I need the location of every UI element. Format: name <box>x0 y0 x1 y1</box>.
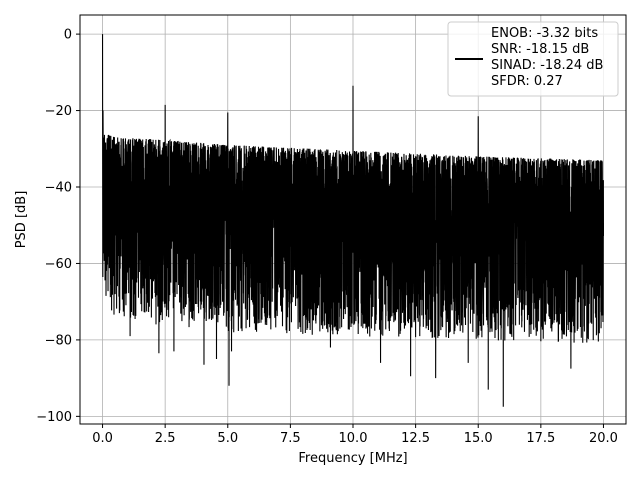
psd-series-line <box>101 34 605 407</box>
x-tick-label: 17.5 <box>526 431 555 446</box>
y-tick-label: −60 <box>45 257 72 272</box>
legend-snr: SNR: -18.15 dB <box>491 42 589 57</box>
y-tick-label: −80 <box>45 333 72 348</box>
y-tick-label: −100 <box>36 410 72 425</box>
legend-box <box>447 21 619 97</box>
legend-sfdr: SFDR: 0.27 <box>491 74 563 89</box>
x-tick-label: 12.5 <box>401 431 430 446</box>
x-tick-label: 0.0 <box>92 431 113 446</box>
x-axis: 0.0 2.5 5.0 7.5 10.0 12.5 15.0 17.5 20.0 <box>92 424 618 446</box>
x-tick-label: 5.0 <box>217 431 238 446</box>
x-tick-label: 2.5 <box>155 431 176 446</box>
x-axis-title: Frequency [MHz] <box>298 451 407 466</box>
y-axis-title: PSD [dB] <box>14 191 29 249</box>
y-axis: 0 −20 −40 −60 −80 −100 <box>36 28 80 425</box>
x-tick-label: 20.0 <box>589 431 618 446</box>
legend-sinad: SINAD: -18.24 dB <box>491 58 603 73</box>
x-tick-label: 7.5 <box>280 431 301 446</box>
y-tick-label: 0 <box>64 28 72 43</box>
legend-enob: ENOB: -3.32 bits <box>491 26 598 41</box>
legend: ENOB: -3.32 bits SNR: -18.15 dB SINAD: -… <box>447 21 619 97</box>
y-tick-label: −20 <box>45 104 72 119</box>
y-tick-label: −40 <box>45 181 72 196</box>
x-tick-label: 15.0 <box>464 431 493 446</box>
plot-area <box>101 34 605 407</box>
x-tick-label: 10.0 <box>339 431 368 446</box>
